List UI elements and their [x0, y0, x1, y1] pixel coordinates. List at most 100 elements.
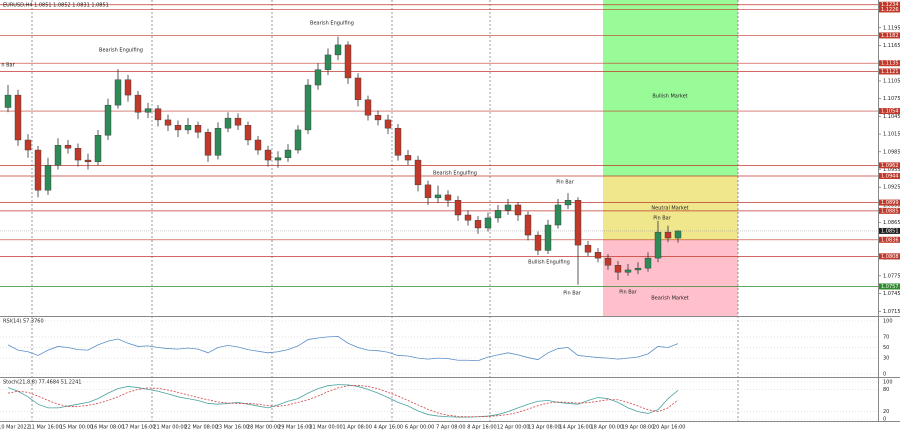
- zone: [603, 0, 738, 177]
- x-tick-label: 10 Mar 2022: [0, 425, 30, 431]
- candle-body: [544, 224, 552, 251]
- candle-body: [294, 129, 302, 151]
- candle-body: [24, 139, 32, 151]
- candle-body: [154, 108, 162, 121]
- x-tick-label: 7 Apr 08:00: [436, 425, 465, 431]
- candle-body: [234, 117, 242, 126]
- chart-title: EURUSD,H4 1.0851 1.0852 1.0831 1.0851: [3, 3, 109, 9]
- candle-body: [534, 234, 542, 251]
- candle-body: [94, 135, 102, 163]
- candle-body: [204, 132, 212, 156]
- annotation: Pin Bar: [556, 180, 575, 186]
- candle-body: [514, 204, 522, 216]
- candle-body: [144, 108, 152, 113]
- annotation: Pin Bar: [563, 291, 582, 297]
- candle-body: [244, 125, 252, 141]
- x-tick-label: 20 Apr 16:00: [653, 425, 686, 431]
- level-label: 1.1226: [881, 7, 899, 13]
- candle-body: [504, 204, 512, 211]
- candle-body: [634, 267, 642, 271]
- levels: [0, 4, 878, 287]
- x-tick-label: 15 Mar 00:00: [60, 425, 93, 431]
- y-tick-label: 20: [883, 409, 889, 415]
- annotation: n Bar: [1, 63, 15, 69]
- x-tick-label: 18 Apr 00:00: [590, 425, 623, 431]
- candle-body: [84, 159, 92, 163]
- zone-label: Neutral Market: [651, 205, 688, 211]
- y-tick-label: 1.0985: [883, 149, 900, 155]
- price-tag: [879, 227, 900, 234]
- level-label: 1.0808: [881, 254, 899, 260]
- candle-body: [614, 265, 622, 273]
- level-tag: [879, 253, 900, 260]
- y-tick-label: 1.0925: [883, 185, 900, 191]
- candle-body: [484, 217, 492, 229]
- level-tag: [879, 236, 900, 243]
- level-label: 1.0962: [881, 163, 899, 169]
- candle-body: [334, 44, 342, 56]
- stoch-title: Stoch(21,8,8) 77.4684 51.2241: [3, 380, 81, 386]
- candle-body: [134, 94, 142, 113]
- candle-body: [114, 79, 122, 106]
- zone-label: Bearish Market: [651, 295, 689, 301]
- x-tick-label: 23 Mar 16:00: [216, 425, 249, 431]
- level-label: 1.1234: [881, 2, 899, 8]
- x-tick-label: 6 Apr 00:00: [405, 425, 434, 431]
- candle-body: [344, 44, 352, 79]
- candle-body: [384, 119, 392, 129]
- y-tick-label: 1.1015: [883, 132, 900, 138]
- candle-body: [454, 200, 462, 216]
- x-tick-label: 12 Apr 00:00: [497, 425, 530, 431]
- level-label: 1.0757: [881, 284, 899, 290]
- annotation: Bearish Engulfing: [310, 21, 354, 27]
- candle-body: [314, 69, 322, 86]
- y-tick-label: 50: [883, 345, 889, 351]
- x-tick-label: 1 Apr 08:00: [342, 425, 371, 431]
- y-tick-label: 100: [883, 380, 893, 386]
- candle-body: [44, 165, 52, 191]
- x-tick-label: 31 Mar 00:00: [309, 425, 342, 431]
- indicator-line: [7, 384, 679, 418]
- y-tick-label: 0: [883, 417, 886, 423]
- y-tick-label: 1.0955: [883, 167, 900, 173]
- level-tag: [879, 173, 900, 180]
- candle-body: [194, 125, 202, 133]
- rsi-title: RSI(14) 57.3760: [3, 319, 44, 325]
- annotation: Pin Bar: [619, 290, 638, 296]
- level-label: 1.1182: [881, 33, 899, 39]
- level-tag: [879, 199, 900, 206]
- candle-body: [284, 149, 292, 158]
- level-label: 1.0836: [881, 237, 899, 243]
- candle-body: [34, 149, 42, 191]
- x-tick-label: 14 Apr 16:00: [559, 425, 592, 431]
- level-tag: [879, 207, 900, 214]
- candle-body: [674, 230, 682, 239]
- candle-body: [604, 257, 612, 266]
- x-tick-label: 21 Mar 00:00: [153, 425, 186, 431]
- y-tick-label: 30: [883, 356, 889, 362]
- candle-body: [624, 269, 632, 273]
- candle-body: [74, 148, 82, 161]
- candle-body: [354, 77, 362, 101]
- level-label: 1.0885: [881, 208, 899, 214]
- level-tag: [879, 60, 900, 67]
- candle-body: [104, 104, 112, 136]
- level-label: 1.0899: [881, 200, 899, 206]
- candle-body: [364, 99, 372, 116]
- candle-body: [644, 257, 652, 269]
- candle-body: [274, 157, 282, 161]
- candle-body: [124, 79, 132, 96]
- x-tick-label: 16 Mar 08:00: [91, 425, 124, 431]
- annotations: n Bar Bearish Engulfing Bearish Engulfin…: [1, 21, 671, 297]
- y-tick-label: 1.1165: [883, 43, 900, 49]
- candle-body: [374, 114, 382, 121]
- candle-body: [64, 145, 72, 149]
- x-tick-label: 8 Apr 16:00: [467, 425, 496, 431]
- y-tick-label: 1.1105: [883, 78, 900, 84]
- level-label: 1.1121: [881, 69, 899, 75]
- candle-body: [574, 200, 582, 246]
- x-tick-label: 13 Apr 08:00: [528, 425, 561, 431]
